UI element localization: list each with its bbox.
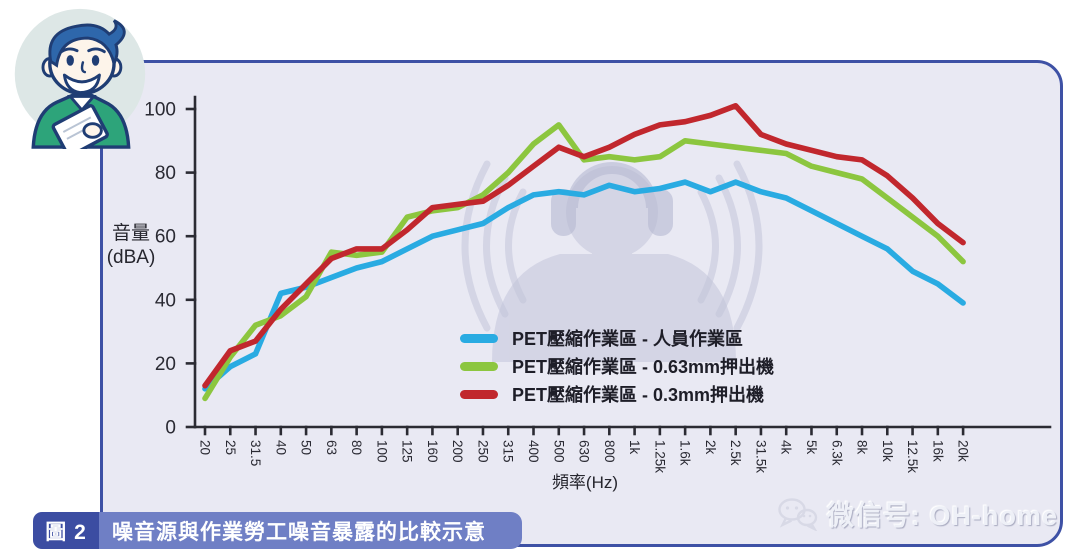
figure-caption-text: 噪音源與作業勞工噪音暴露的比較示意: [99, 512, 522, 549]
avatar-clipboard: [51, 104, 109, 149]
avatar-hand: [82, 122, 103, 139]
wechat-id-text: 微信号: OH-home: [827, 501, 1058, 531]
wechat-watermark: 微信号: OH-home: [777, 494, 1058, 533]
y-axis-title-line2: (dBA): [106, 247, 156, 268]
avatar-collar: [67, 94, 97, 113]
legend-label-red: PET壓縮作業區 - 0.3mm押出機: [512, 385, 765, 405]
cartoon-inspector-avatar: [14, 8, 146, 149]
wechat-icon: [778, 497, 818, 531]
y-axis-title-line1: 音量: [111, 223, 150, 244]
legend-label-green: PET壓縮作業區 - 0.63mm押出機: [512, 357, 775, 377]
legend-swatch-blue: [460, 333, 498, 343]
x-axis-title: 頻率(Hz): [551, 473, 619, 492]
avatar-hair: [48, 19, 126, 68]
legend-swatch-green: [460, 361, 498, 371]
figure-caption: 圖 2 噪音源與作業勞工噪音暴露的比較示意: [33, 512, 522, 549]
legend-item-blue: PET壓縮作業區 - 人員作業區: [460, 324, 774, 352]
legend-swatch-red: [460, 389, 498, 399]
chart-legend: PET壓縮作業區 - 人員作業區 PET壓縮作業區 - 0.63mm押出機 PE…: [460, 324, 774, 408]
figure-number-badge: 圖 2: [33, 512, 99, 549]
legend-item-green: PET壓縮作業區 - 0.63mm押出機: [460, 352, 774, 380]
avatar-smile: [62, 73, 101, 95]
legend-item-red: PET壓縮作業區 - 0.3mm押出機: [460, 380, 774, 408]
legend-label-blue: PET壓縮作業區 - 人員作業區: [512, 329, 744, 349]
y-axis-title: 音量 (dBA): [92, 222, 170, 270]
